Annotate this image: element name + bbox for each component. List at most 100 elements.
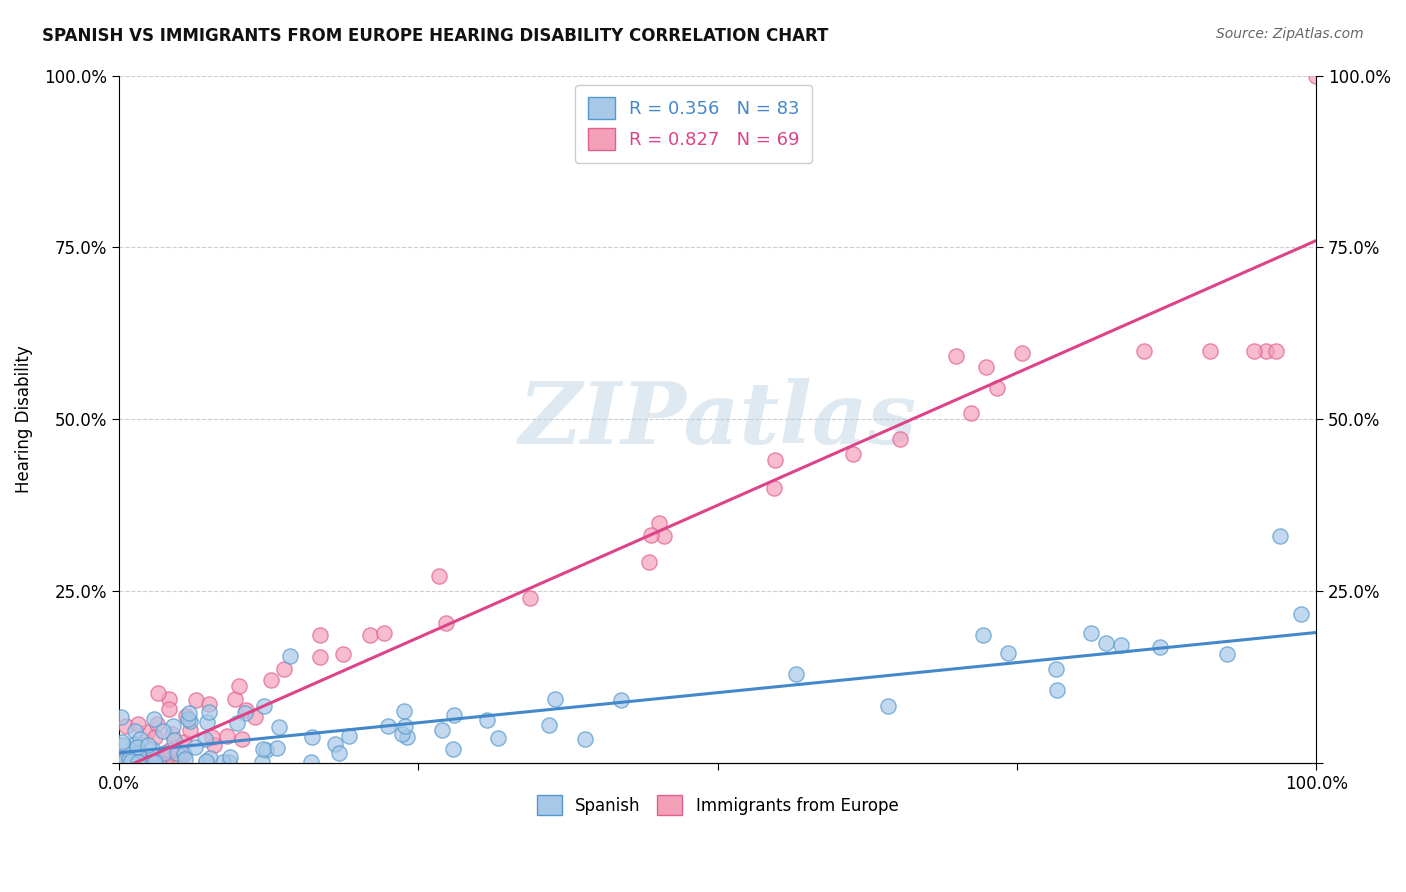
- Point: [218, 756, 240, 770]
- Point: [162, 756, 184, 770]
- Point: [974, 359, 997, 374]
- Point: [260, 673, 283, 687]
- Point: [195, 756, 218, 770]
- Point: [544, 692, 567, 706]
- Point: [118, 752, 141, 766]
- Point: [1243, 343, 1265, 358]
- Point: [122, 756, 145, 770]
- Point: [1111, 638, 1133, 652]
- Point: [114, 756, 136, 770]
- Point: [225, 716, 247, 731]
- Point: [1095, 636, 1118, 650]
- Point: [652, 529, 675, 543]
- Point: [200, 730, 222, 744]
- Point: [235, 703, 257, 717]
- Point: [610, 693, 633, 707]
- Point: [174, 752, 197, 766]
- Point: [129, 756, 152, 770]
- Point: [128, 756, 150, 770]
- Point: [146, 756, 169, 770]
- Point: [114, 753, 136, 767]
- Point: [332, 647, 354, 661]
- Point: [233, 706, 256, 721]
- Point: [163, 732, 186, 747]
- Point: [152, 724, 174, 739]
- Point: [179, 706, 201, 720]
- Point: [373, 625, 395, 640]
- Point: [477, 713, 499, 727]
- Point: [170, 748, 193, 763]
- Point: [301, 731, 323, 745]
- Point: [785, 667, 807, 681]
- Point: [183, 739, 205, 754]
- Point: [114, 719, 136, 733]
- Point: [640, 528, 662, 542]
- Point: [574, 732, 596, 747]
- Point: [842, 447, 865, 461]
- Point: [1254, 343, 1277, 358]
- Point: [127, 746, 149, 760]
- Point: [1198, 343, 1220, 358]
- Point: [269, 720, 291, 734]
- Point: [889, 432, 911, 446]
- Point: [139, 756, 162, 770]
- Point: [134, 756, 156, 770]
- Point: [359, 628, 381, 642]
- Point: [1011, 346, 1033, 360]
- Point: [245, 710, 267, 724]
- Point: [162, 719, 184, 733]
- Text: SPANISH VS IMMIGRANTS FROM EUROPE HEARING DISABILITY CORRELATION CHART: SPANISH VS IMMIGRANTS FROM EUROPE HEARIN…: [42, 27, 828, 45]
- Point: [1305, 69, 1327, 83]
- Point: [166, 746, 188, 760]
- Point: [129, 731, 152, 746]
- Point: [443, 742, 465, 756]
- Point: [215, 730, 238, 744]
- Point: [173, 734, 195, 748]
- Point: [124, 737, 146, 751]
- Point: [637, 555, 659, 569]
- Point: [120, 754, 142, 768]
- Point: [959, 407, 981, 421]
- Point: [148, 756, 170, 770]
- Point: [173, 747, 195, 761]
- Point: [195, 754, 218, 768]
- Text: ZIPatlas: ZIPatlas: [519, 377, 917, 461]
- Point: [224, 692, 246, 706]
- Point: [128, 756, 150, 770]
- Point: [986, 381, 1008, 395]
- Point: [1265, 343, 1288, 358]
- Point: [110, 709, 132, 723]
- Text: Source: ZipAtlas.com: Source: ZipAtlas.com: [1216, 27, 1364, 41]
- Point: [391, 727, 413, 741]
- Point: [648, 516, 671, 531]
- Point: [254, 743, 277, 757]
- Point: [278, 649, 301, 664]
- Point: [1045, 662, 1067, 676]
- Point: [136, 738, 159, 752]
- Y-axis label: Hearing Disability: Hearing Disability: [15, 345, 32, 493]
- Point: [309, 628, 332, 642]
- Point: [763, 452, 786, 467]
- Legend: Spanish, Immigrants from Europe: Spanish, Immigrants from Europe: [529, 787, 907, 823]
- Point: [972, 628, 994, 642]
- Point: [136, 725, 159, 739]
- Point: [111, 734, 134, 748]
- Point: [179, 723, 201, 737]
- Point: [159, 743, 181, 757]
- Point: [166, 756, 188, 770]
- Point: [1270, 529, 1292, 543]
- Point: [198, 750, 221, 764]
- Point: [165, 745, 187, 759]
- Point: [876, 699, 898, 714]
- Point: [1046, 683, 1069, 698]
- Point: [299, 756, 322, 770]
- Point: [159, 702, 181, 716]
- Point: [153, 746, 176, 760]
- Point: [250, 756, 273, 770]
- Point: [1080, 626, 1102, 640]
- Point: [228, 679, 250, 693]
- Point: [131, 756, 153, 770]
- Point: [252, 699, 274, 714]
- Point: [434, 616, 457, 631]
- Point: [145, 730, 167, 744]
